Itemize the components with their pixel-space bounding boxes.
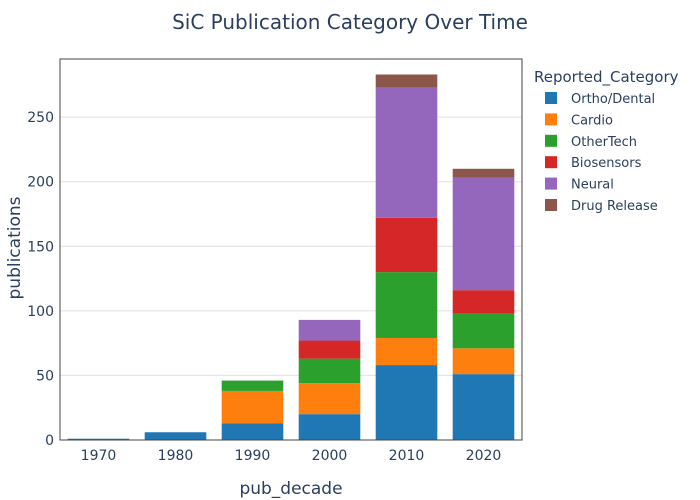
x-tick-label: 1980 [158, 448, 194, 464]
legend-label: OtherTech [571, 135, 637, 150]
legend-label: Biosensors [571, 156, 642, 171]
legend-swatch [545, 199, 557, 211]
bar-segment [375, 337, 438, 366]
legend-swatch [545, 113, 557, 126]
legend-label: Neural [571, 178, 614, 193]
plot-area [59, 58, 523, 441]
gridlines [60, 116, 522, 376]
legend-label: Ortho/Dental [571, 92, 655, 107]
bar-segment [452, 290, 515, 314]
bar-segment [298, 358, 361, 384]
x-tick-label: 2000 [312, 448, 348, 464]
x-axis-title: pub_decade [239, 479, 342, 499]
legend-items: Ortho/Dental Cardio OtherTech Biosensors Neu… [545, 92, 658, 214]
x-tick-label: 1970 [81, 448, 117, 464]
legend-swatch [545, 134, 557, 147]
bar-segment [144, 432, 207, 440]
plot-frame [59, 58, 523, 441]
bars [67, 74, 515, 440]
bar-segment [375, 272, 438, 338]
bar-segment [375, 74, 438, 88]
y-tick-label: 0 [45, 433, 54, 449]
bar-segment [298, 340, 361, 359]
bar-segment [221, 423, 284, 440]
y-tick-label: 50 [36, 368, 54, 384]
y-tick-label: 200 [27, 175, 54, 191]
chart-title: SiC Publication Category Over Time [172, 10, 528, 34]
bar-segment [452, 168, 515, 178]
y-tick-label: 150 [27, 239, 54, 255]
legend-swatch [545, 92, 557, 104]
y-axis-ticks: 0 50 100 150 200 250 [27, 110, 54, 449]
y-axis-title: publications [5, 196, 25, 299]
legend-title: Reported_Category [534, 68, 679, 87]
legend-swatch [545, 156, 557, 169]
bar-segment [298, 414, 361, 440]
legend-label: Drug Release [571, 199, 658, 214]
legend-swatch [545, 177, 557, 190]
bar-segment [298, 383, 361, 415]
bar-segment [375, 87, 438, 218]
x-tick-label: 2010 [389, 448, 425, 464]
bar-segment [67, 438, 130, 440]
y-tick-label: 250 [27, 110, 54, 126]
x-tick-label: 2020 [466, 448, 502, 464]
bar-segment [452, 177, 515, 291]
bar-segment [375, 217, 438, 273]
bar-segment [221, 380, 284, 391]
legend: Reported_Category Ortho/Dental Cardio Othe… [534, 68, 679, 214]
bar-segment [298, 319, 361, 341]
bar-segment [452, 313, 515, 349]
x-tick-label: 1990 [235, 448, 271, 464]
bar-segment [452, 348, 515, 375]
y-tick-label: 100 [27, 304, 54, 320]
x-axis-ticks: 1970 1980 1990 2000 2010 2020 [81, 448, 502, 464]
legend-label: Cardio [571, 113, 613, 128]
bar-segment [375, 365, 438, 440]
bar-segment [452, 374, 515, 440]
bar-segment [221, 390, 284, 424]
